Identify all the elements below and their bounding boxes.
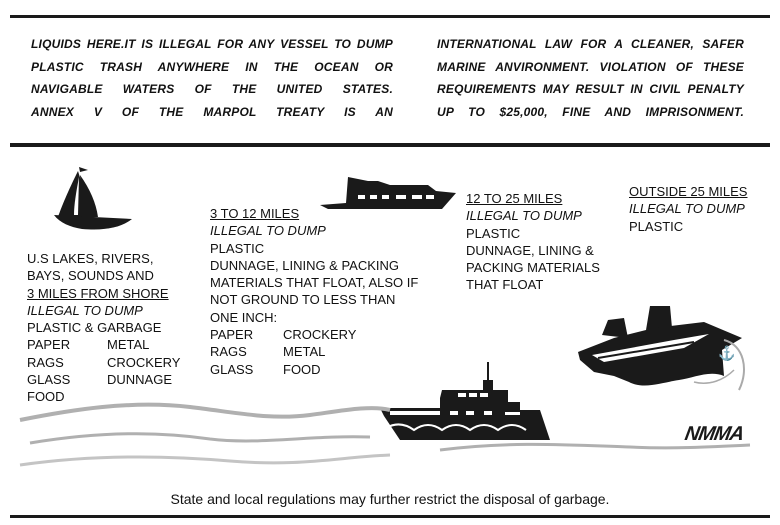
zone-item: PLASTIC	[210, 240, 265, 256]
zone-item: CROCKERY	[107, 354, 181, 370]
zone-distance: 12 TO 25 MILES	[466, 191, 563, 206]
notice-line: REQUIREMENTS MAY RESULT IN CIVIL PENALTY	[437, 82, 744, 96]
zone-3-to-12: 3 TO 12 MILES ILLEGAL TO DUMP PLASTIC DU…	[210, 205, 418, 378]
notice-line: NAVIGABLE WATERS OF THE UNITED STATES.	[31, 82, 393, 96]
zone-item: ONE INCH:	[210, 309, 278, 325]
zone-item: PAPER	[27, 337, 71, 353]
zone-inland: U.S LAKES, RIVERS, BAYS, SOUNDS AND 3 MI…	[27, 250, 180, 406]
zone-item: PAPER	[210, 327, 254, 343]
zone-outside-25: OUTSIDE 25 MILES ILLEGAL TO DUMP PLASTIC	[629, 183, 747, 235]
zone-12-to-25: 12 TO 25 MILES ILLEGAL TO DUMP PLASTIC D…	[466, 190, 600, 294]
zone-item: PACKING MATERIALS	[466, 260, 600, 276]
top-rule	[10, 15, 770, 18]
zone-item: MATERIALS THAT FLOAT, ALSO IF	[210, 275, 419, 291]
zone-item: METAL	[283, 344, 326, 360]
zone-heading: U.S LAKES, RIVERS,	[27, 251, 154, 266]
middle-rule	[10, 143, 770, 147]
zone-item: GLASS	[27, 372, 71, 388]
zone-distance: 3 TO 12 MILES	[210, 206, 300, 221]
zone-item: GLASS	[210, 361, 254, 377]
zone-heading: BAYS, SOUNDS AND	[27, 268, 154, 284]
zone-status: ILLEGAL TO DUMP	[466, 208, 582, 224]
waves-icon	[19, 402, 751, 467]
notice-right: INTERNATIONAL LAW FOR A CLEANER, SAFER M…	[437, 33, 744, 123]
zone-item: FOOD	[283, 361, 321, 377]
cruise-ship-icon: ⚓	[578, 306, 745, 391]
notice-line: MARINE ANVIRONMENT. VIOLATION OF THESE	[437, 59, 744, 74]
zone-item: DUNNAGE, LINING & PACKING	[210, 257, 400, 273]
zone-distance: OUTSIDE 25 MILES	[629, 184, 748, 199]
footer-note: State and local regulations may further …	[170, 491, 610, 507]
motor-yacht-icon	[320, 177, 456, 209]
sailboat-icon	[54, 167, 132, 230]
zone-status: ILLEGAL TO DUMP	[629, 201, 745, 217]
zone-item: DUNNAGE, LINING &	[466, 242, 594, 258]
nmma-logo: NMMA	[683, 423, 746, 445]
notice-line: LIQUIDS HERE.IT IS ILLEGAL FOR ANY VESSE…	[31, 37, 393, 51]
anchor-icon: ⚓	[718, 345, 735, 362]
ferry-icon	[380, 362, 550, 440]
zone-status: ILLEGAL TO DUMP	[27, 302, 143, 318]
notice-line: INTERNATIONAL LAW FOR A CLEANER, SAFER	[437, 37, 744, 51]
notice-line: PLASTIC TRASH ANYWHERE IN THE OCEAN OR	[31, 59, 393, 74]
bottom-rule	[10, 515, 770, 518]
zone-item: DUNNAGE	[107, 372, 173, 388]
zone-item: THAT FLOAT	[466, 277, 544, 293]
zone-item: RAGS	[210, 344, 247, 360]
zone-item: NOT GROUND TO LESS THAN	[210, 292, 396, 308]
zone-item: METAL	[107, 337, 150, 353]
zone-distance: 3 MILES FROM SHORE	[27, 285, 169, 301]
zone-item: PLASTIC & GARBAGE	[27, 320, 162, 336]
notice-line: ANNEX V OF THE MARPOL TREATY IS AN	[31, 104, 393, 119]
zone-item: PLASTIC	[466, 225, 521, 241]
zone-item: PLASTIC	[629, 218, 684, 234]
notice-left: LIQUIDS HERE.IT IS ILLEGAL FOR ANY VESSE…	[31, 33, 393, 123]
zone-item: CROCKERY	[283, 327, 357, 343]
zone-status: ILLEGAL TO DUMP	[210, 223, 326, 239]
zone-item: FOOD	[27, 389, 65, 405]
notice-line: UP TO $25,000, FINE AND IMPRISONMENT.	[437, 104, 744, 119]
zone-item: RAGS	[27, 354, 64, 370]
